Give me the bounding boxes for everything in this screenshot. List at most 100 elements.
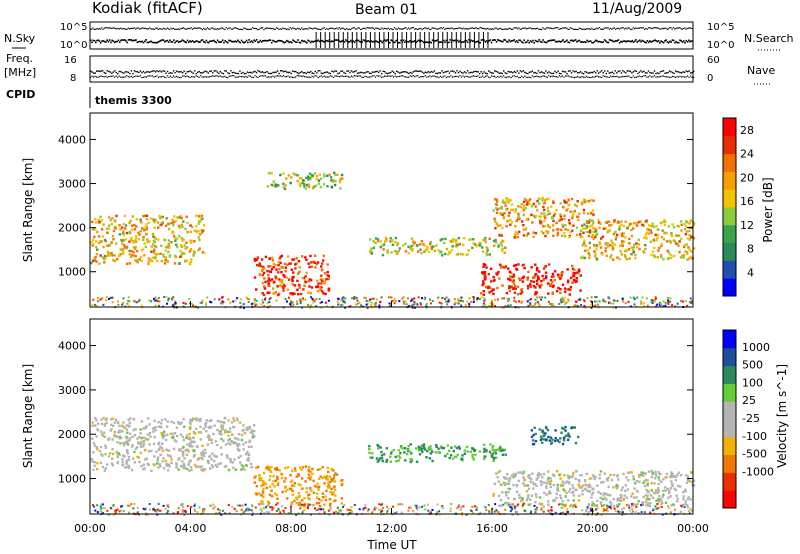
power-cell [423,244,426,247]
nave-point [423,76,425,78]
power-cell [562,206,565,209]
power-noise-cell [472,298,475,301]
nsearch-point [468,39,470,41]
velocity-cell [385,458,389,462]
power-noise-cell [253,302,256,305]
power-cell [482,282,485,285]
power-cell [574,272,577,275]
nave-point [159,76,161,78]
freq-point [343,71,345,74]
nave-point [168,76,170,78]
nave-point [513,75,515,77]
power-noise-cell [355,303,357,306]
power-cell [539,215,543,218]
power-noise-cell [327,299,330,302]
power-cell [569,288,572,291]
power-noise-cell [133,300,136,303]
freq-point [144,72,146,74]
power-cell [566,207,569,211]
power-cell [510,203,514,206]
nsearch-point [287,40,289,43]
power-cell [620,220,623,223]
power-cell [519,278,522,281]
velocity-cell [494,452,498,455]
power-cell [145,232,148,236]
power-cell [192,253,195,256]
power-cell [570,276,573,280]
nsearch-point [644,41,646,43]
velocity-cell [294,469,297,472]
velocity-cell [209,455,212,458]
freq-point [385,72,387,74]
power-cell [570,229,574,232]
freq-point [528,71,531,73]
nave-point [145,76,147,78]
nave-tick-top: 60 [707,55,720,66]
power-cell [588,246,591,250]
power-cell [317,182,321,185]
power-noise-cell [340,304,343,307]
velocity-cell [125,428,129,431]
power-cell [593,250,596,253]
velocity-cell [223,465,227,468]
nsearch-point [355,39,357,42]
velocity-cell [142,445,145,448]
power-cell [178,235,181,238]
power-cell [189,230,193,233]
power-cell [283,284,286,288]
nsearch-point [480,39,483,41]
velocity-cell [676,484,680,488]
nave-point [255,76,258,78]
power-cell [682,253,686,257]
nsky-point [429,28,431,31]
power-cell [635,242,638,245]
nsky-point [324,28,327,31]
power-cell [680,237,683,240]
freq-point [127,71,130,74]
freq-point [356,72,359,75]
power-noise-cell [296,300,299,303]
nsky-point [381,27,383,29]
power-noise-cell [315,304,318,307]
nsearch-point [677,41,680,44]
power-cell [543,208,546,212]
nsearch-point [137,40,140,43]
nsearch-point [657,39,660,42]
power-cell [138,258,141,261]
power-cell [601,253,604,256]
nsearch-point [583,41,586,43]
freq-point [210,70,212,72]
power-cell [155,245,158,249]
power-noise-cell [200,301,203,304]
velocity-cell [313,485,317,488]
nsky-point [672,27,675,29]
nsky-point [179,28,181,31]
power-cell [294,173,297,176]
nsearch-point [141,40,144,43]
power-cell [189,239,192,242]
nave-point [528,76,530,78]
velocity-cell [206,459,210,463]
power-cell [555,209,558,212]
freq-point [109,71,111,73]
freq-point [445,70,448,73]
power-cell [588,256,591,260]
power-noise-cell [459,299,462,302]
power-cell [492,209,495,212]
power-cell [130,255,133,258]
velocity-cell [247,456,250,460]
velocity-cell [547,470,550,473]
nsky-point [150,28,152,30]
power-cell [537,277,540,281]
power-cell [455,253,459,256]
power-cell [412,241,415,244]
power-cell [619,250,622,253]
velocity-cell [274,479,277,482]
freq-point [640,70,642,72]
power-noise-cell [243,306,245,309]
nave-point [644,75,646,77]
power-noise-cell [229,301,232,304]
power-cell [334,180,337,183]
freq-point [665,72,668,74]
power-cell [469,238,472,241]
